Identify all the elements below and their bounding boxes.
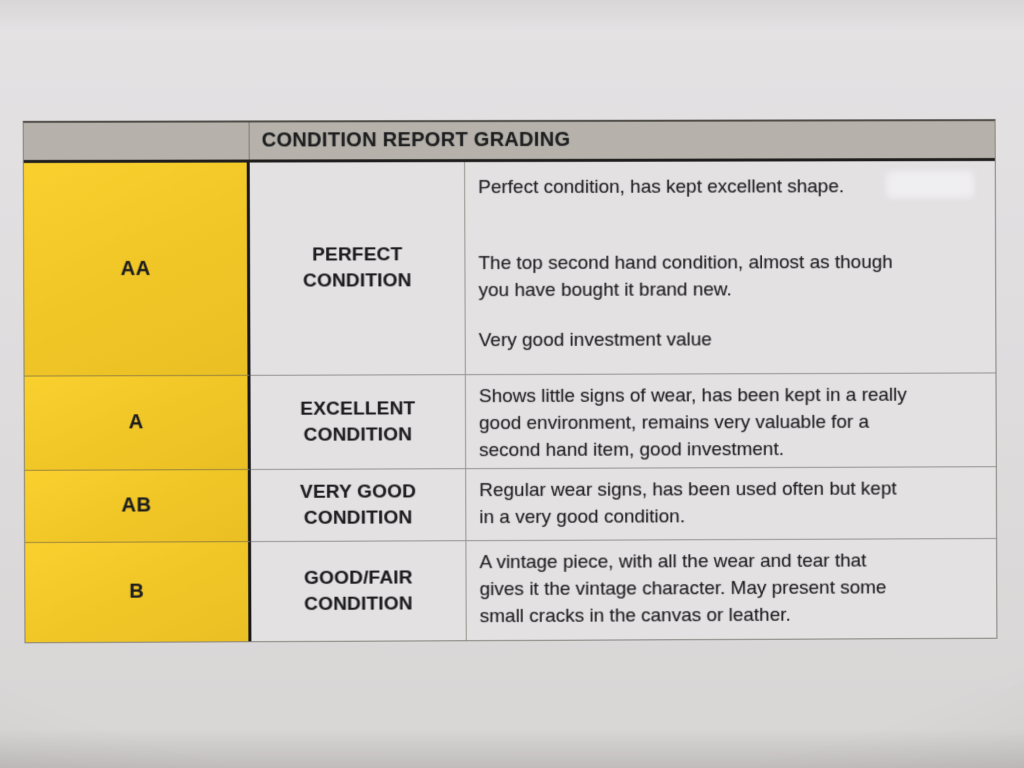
description-cell: Shows little signs of wear, has been kep… <box>465 372 996 469</box>
grade-label: A <box>128 411 144 434</box>
grading-table: CONDITION REPORT GRADING AA PERFECT COND… <box>22 119 998 644</box>
table-body: AA PERFECT CONDITION Perfect condition, … <box>23 161 997 643</box>
grade-cell: A <box>24 374 251 470</box>
condition-label: GOOD/FAIR CONDITION <box>304 566 413 615</box>
table-title: CONDITION REPORT GRADING <box>261 128 571 152</box>
grade-label: AB <box>121 494 152 517</box>
description-paragraph: Very good investment value <box>478 329 712 352</box>
description-paragraph: A vintage piece, with all the wear and t… <box>479 550 887 628</box>
description-paragraph: Regular wear signs, has been used often … <box>479 478 897 529</box>
grade-label: B <box>129 580 145 603</box>
condition-cell: GOOD/FAIR CONDITION <box>251 540 467 642</box>
header-grade-column-spacer <box>23 122 250 160</box>
table-header: CONDITION REPORT GRADING <box>23 121 995 163</box>
description-cell: A vintage piece, with all the wear and t… <box>466 537 997 641</box>
grade-cell: AA <box>23 162 251 376</box>
condition-label: VERY GOOD CONDITION <box>300 480 417 529</box>
condition-cell: EXCELLENT CONDITION <box>250 374 467 469</box>
description-paragraph: Perfect condition, has kept excellent sh… <box>478 176 845 199</box>
grade-cell: B <box>25 541 252 643</box>
grade-cell: AB <box>24 468 252 543</box>
description-paragraph: Shows little signs of wear, has been kep… <box>478 384 907 462</box>
grade-label: AA <box>120 257 151 280</box>
condition-cell: PERFECT CONDITION <box>249 162 466 375</box>
condition-label: EXCELLENT CONDITION <box>300 397 416 446</box>
condition-label: PERFECT CONDITION <box>303 244 412 292</box>
description-cell: Regular wear signs, has been used often … <box>466 466 997 541</box>
description-cell: Perfect condition, has kept excellent sh… <box>465 161 996 375</box>
condition-cell: VERY GOOD CONDITION <box>250 468 467 542</box>
description-paragraph: The top second hand condition, almost as… <box>478 252 893 302</box>
